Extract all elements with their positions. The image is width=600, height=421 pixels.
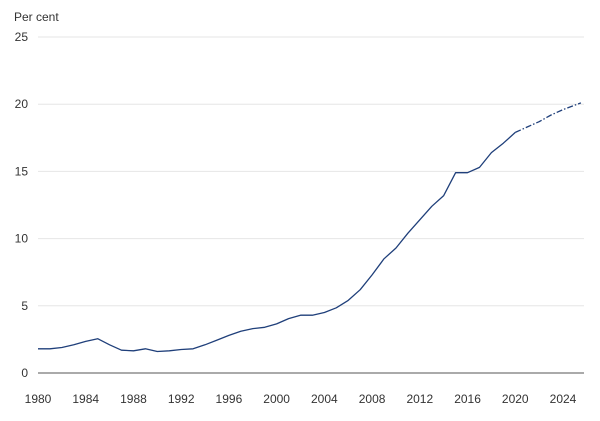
x-tick-label: 1984	[72, 392, 99, 406]
y-tick-label: 25	[15, 30, 29, 44]
x-tick-label: 2004	[311, 392, 338, 406]
y-axis-ticks: 0 5 10 15 20 25	[15, 30, 29, 380]
x-tick-label: 2020	[502, 392, 529, 406]
x-tick-label: 1980	[25, 392, 52, 406]
x-tick-label: 2008	[359, 392, 386, 406]
series-line-projected	[515, 102, 582, 133]
x-tick-label: 2012	[406, 392, 433, 406]
y-axis-title: Per cent	[14, 10, 59, 24]
x-tick-label: 1988	[120, 392, 147, 406]
y-tick-label: 5	[21, 299, 28, 313]
x-tick-label: 2024	[550, 392, 577, 406]
gridlines	[38, 36, 584, 374]
series-line-actual	[38, 131, 516, 353]
x-axis-ticks: 1980 1984 1988 1992 1996 2000 2004 2008 2012 2016…	[25, 392, 577, 406]
x-tick-label: 2016	[454, 392, 481, 406]
y-tick-label: 15	[15, 164, 29, 178]
x-tick-label: 1992	[168, 392, 195, 406]
series-lines	[38, 102, 582, 353]
x-tick-label: 1996	[216, 392, 243, 406]
y-tick-label: 20	[15, 97, 29, 111]
y-tick-label: 10	[15, 232, 29, 246]
x-tick-label: 2000	[263, 392, 290, 406]
y-tick-label: 0	[21, 366, 28, 380]
